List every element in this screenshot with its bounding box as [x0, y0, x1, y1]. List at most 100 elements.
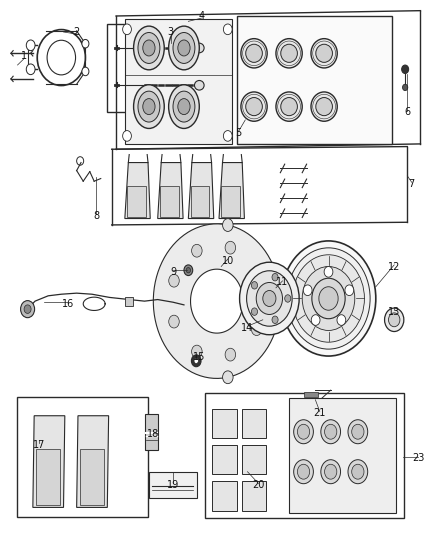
Ellipse shape — [47, 40, 76, 75]
Ellipse shape — [325, 424, 337, 439]
Ellipse shape — [297, 464, 310, 479]
Circle shape — [169, 274, 179, 287]
Circle shape — [403, 84, 408, 91]
Text: 3: 3 — [168, 27, 174, 37]
Circle shape — [281, 241, 376, 356]
Circle shape — [319, 287, 338, 310]
Text: 6: 6 — [404, 107, 410, 117]
Polygon shape — [188, 163, 214, 219]
Bar — [17, 397, 148, 517]
Ellipse shape — [316, 98, 332, 116]
Circle shape — [186, 268, 191, 273]
Text: 9: 9 — [170, 267, 176, 277]
Ellipse shape — [194, 43, 204, 53]
Ellipse shape — [134, 85, 164, 128]
Ellipse shape — [297, 424, 310, 439]
Ellipse shape — [293, 420, 314, 443]
Text: 1: 1 — [21, 51, 27, 61]
Bar — [80, 449, 104, 505]
Circle shape — [223, 24, 232, 35]
Text: 17: 17 — [33, 440, 46, 450]
Bar — [149, 472, 197, 498]
Circle shape — [251, 308, 258, 316]
Bar — [221, 186, 240, 217]
Bar — [191, 186, 209, 217]
Ellipse shape — [321, 420, 340, 443]
Ellipse shape — [178, 40, 190, 56]
Circle shape — [285, 295, 291, 302]
Circle shape — [312, 278, 345, 319]
Circle shape — [263, 290, 276, 306]
Ellipse shape — [173, 91, 195, 122]
Ellipse shape — [276, 38, 302, 68]
Circle shape — [191, 244, 202, 257]
Ellipse shape — [173, 33, 195, 63]
Circle shape — [251, 323, 262, 336]
Circle shape — [293, 255, 364, 342]
Text: 8: 8 — [93, 211, 99, 221]
Circle shape — [191, 345, 202, 358]
Ellipse shape — [348, 420, 368, 443]
Circle shape — [402, 65, 409, 74]
Circle shape — [82, 67, 89, 76]
Polygon shape — [77, 416, 109, 507]
Bar — [107, 24, 201, 112]
Bar — [242, 481, 266, 511]
Ellipse shape — [194, 80, 204, 90]
Circle shape — [287, 248, 370, 349]
Text: 15: 15 — [193, 352, 205, 362]
Ellipse shape — [311, 92, 337, 122]
Circle shape — [24, 305, 31, 313]
Text: 11: 11 — [276, 278, 289, 287]
Bar — [289, 398, 396, 513]
Ellipse shape — [311, 38, 337, 68]
Ellipse shape — [293, 459, 314, 484]
Ellipse shape — [241, 92, 267, 122]
Circle shape — [123, 131, 131, 141]
Ellipse shape — [325, 464, 337, 479]
Circle shape — [225, 241, 236, 254]
Bar — [242, 445, 266, 474]
Circle shape — [223, 131, 232, 141]
Ellipse shape — [138, 91, 160, 122]
Bar — [304, 392, 318, 397]
Text: 23: 23 — [412, 454, 424, 463]
Circle shape — [82, 39, 89, 48]
Bar — [242, 409, 266, 438]
Ellipse shape — [352, 424, 364, 439]
Ellipse shape — [169, 26, 199, 70]
Polygon shape — [125, 19, 232, 144]
Ellipse shape — [246, 98, 262, 116]
Bar — [237, 16, 392, 144]
Circle shape — [184, 265, 193, 276]
Circle shape — [324, 266, 333, 277]
Circle shape — [223, 371, 233, 384]
Bar — [125, 297, 133, 306]
Circle shape — [123, 24, 131, 35]
Text: 21: 21 — [314, 408, 326, 418]
Circle shape — [247, 271, 292, 326]
Circle shape — [21, 301, 35, 318]
Ellipse shape — [169, 85, 199, 128]
Circle shape — [345, 285, 354, 296]
Text: 4: 4 — [198, 11, 205, 21]
Circle shape — [272, 273, 278, 281]
Circle shape — [251, 266, 262, 279]
Ellipse shape — [138, 33, 160, 63]
Circle shape — [389, 313, 400, 327]
Ellipse shape — [281, 98, 297, 116]
Polygon shape — [219, 163, 244, 219]
Circle shape — [194, 358, 198, 364]
Ellipse shape — [281, 44, 297, 62]
Circle shape — [256, 282, 283, 314]
Polygon shape — [153, 224, 276, 378]
Bar — [205, 393, 404, 518]
Text: 18: 18 — [147, 430, 159, 439]
Text: 19: 19 — [167, 480, 179, 490]
Bar — [212, 445, 237, 474]
Ellipse shape — [321, 459, 340, 484]
Circle shape — [385, 308, 404, 332]
Text: 14: 14 — [241, 323, 254, 333]
Circle shape — [26, 40, 35, 51]
Circle shape — [337, 314, 346, 325]
